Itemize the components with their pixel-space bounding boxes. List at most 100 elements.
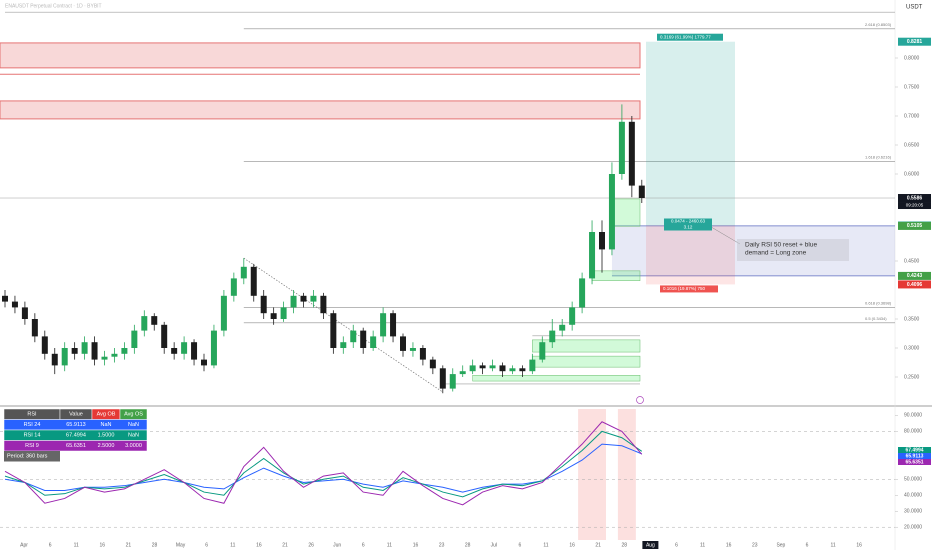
candle-body xyxy=(350,330,357,343)
stop-badge-bg xyxy=(898,280,931,289)
price-badge-bg xyxy=(898,194,931,203)
table-rsi-name: RSI 24 xyxy=(24,422,41,428)
candle-body xyxy=(340,342,347,348)
countdown-bg xyxy=(898,202,931,210)
candle-body xyxy=(330,313,337,348)
candle-body xyxy=(370,336,377,348)
candle-body xyxy=(628,121,635,186)
candle-body xyxy=(380,313,387,337)
demand-top-badge-bg xyxy=(898,221,931,230)
candle-body xyxy=(300,295,307,302)
x-tick-label: 6 xyxy=(205,542,208,548)
table-header: Avg OS xyxy=(124,412,143,418)
table-footer: Period: 360 bars xyxy=(7,454,48,460)
y-tick-label: 0.8000 xyxy=(904,55,920,61)
trendline xyxy=(243,257,443,393)
candle-body xyxy=(549,330,556,343)
time-badge-bg xyxy=(642,541,659,549)
table-value: 65.6351 xyxy=(66,443,86,449)
stop-badge: 0.4096 xyxy=(907,282,923,288)
candle-body xyxy=(439,368,446,389)
supply-zone xyxy=(0,100,641,120)
y-tick-label: 0.7000 xyxy=(904,113,920,119)
y-tick-label: 0.6500 xyxy=(904,142,920,148)
target-badge: 0.8281 xyxy=(907,39,923,45)
position-profit xyxy=(646,41,735,226)
rsi-badge-bg xyxy=(898,447,931,453)
y-tick-label: 0.3000 xyxy=(904,345,920,351)
x-tick-label: 16 xyxy=(726,542,732,548)
candle-body xyxy=(499,365,506,372)
x-tick-label: 23 xyxy=(439,542,445,548)
table-rsi-name: RSI 9 xyxy=(25,443,39,449)
currency: USDT xyxy=(906,5,923,11)
candle-body xyxy=(320,295,327,314)
candle-body xyxy=(230,278,237,296)
candle-body xyxy=(509,368,516,372)
green-box xyxy=(591,270,641,281)
stop-label: 0.1016 (19.87%) 750 xyxy=(663,286,706,291)
candle-body xyxy=(121,348,128,354)
table-cell: 3.0000 xyxy=(125,443,142,449)
symbol-title: ENAUSDT Perpetual Contract · 1D · BYBIT xyxy=(5,3,102,9)
annotation-text: demand = Long zone xyxy=(745,250,807,257)
green-box xyxy=(532,339,641,353)
candle-body xyxy=(449,374,456,389)
x-tick-label: Jul xyxy=(491,542,497,548)
overbought-zone xyxy=(617,409,636,540)
candle-body xyxy=(569,307,576,325)
y-tick-label: 0.7500 xyxy=(904,84,920,90)
table-value: 65.9113 xyxy=(66,422,85,428)
table-header: Avg OB xyxy=(97,412,116,418)
x-tick-label: 11 xyxy=(830,542,835,548)
entry-label: 3.12 xyxy=(684,225,693,230)
candle-body xyxy=(111,353,118,357)
fib-label: 2.618 (0.8503) xyxy=(865,22,892,27)
green-box xyxy=(532,355,641,368)
candle-body xyxy=(459,371,466,375)
candle-body xyxy=(260,295,267,314)
y-tick-label: 0.6000 xyxy=(904,171,920,177)
candle-body xyxy=(519,368,526,372)
position-loss xyxy=(646,225,735,285)
x-tick-label: 6 xyxy=(49,542,52,548)
rsi-line xyxy=(4,443,642,493)
x-tick-label: 11 xyxy=(700,542,705,548)
rsi-tick-label: 30.0000 xyxy=(904,509,922,515)
x-tick-label: 23 xyxy=(752,542,758,548)
candle-body xyxy=(469,365,476,372)
stop-label-bg xyxy=(660,285,718,293)
candle-body xyxy=(11,301,18,308)
x-tick-label: 21 xyxy=(282,542,288,548)
annotation-arrow xyxy=(711,227,741,245)
candle-body xyxy=(81,342,88,354)
candle-body xyxy=(2,295,8,302)
x-tick-label: 16 xyxy=(856,542,862,548)
rsi-badge-bg xyxy=(898,459,931,465)
x-tick-label: 6 xyxy=(519,542,522,548)
x-tick-label: 11 xyxy=(230,542,235,548)
y-tick-label: 0.4500 xyxy=(904,258,920,264)
candle-body xyxy=(210,330,217,366)
table-cell: NaN xyxy=(128,433,139,439)
candle-body xyxy=(310,295,317,302)
target-badge-bg xyxy=(898,37,931,46)
table-header: RSI xyxy=(27,412,37,418)
x-tick-label: 21 xyxy=(595,542,601,548)
fib-label: 0.618 (0.3698) xyxy=(865,301,892,306)
candle-body xyxy=(419,348,426,360)
candle-body xyxy=(61,348,68,366)
countdown: 09:20:05 xyxy=(906,203,924,208)
x-tick-label: 26 xyxy=(308,542,314,548)
candle-body xyxy=(599,232,605,250)
demand-bottom-badge-bg xyxy=(898,271,931,280)
candle-body xyxy=(250,266,257,296)
x-tick-label: Jun xyxy=(333,542,341,548)
rsi-line xyxy=(4,430,643,498)
candle-body xyxy=(390,313,397,337)
x-tick-label: 11 xyxy=(543,542,548,548)
candle-body xyxy=(31,319,38,337)
candle-body xyxy=(529,359,536,372)
